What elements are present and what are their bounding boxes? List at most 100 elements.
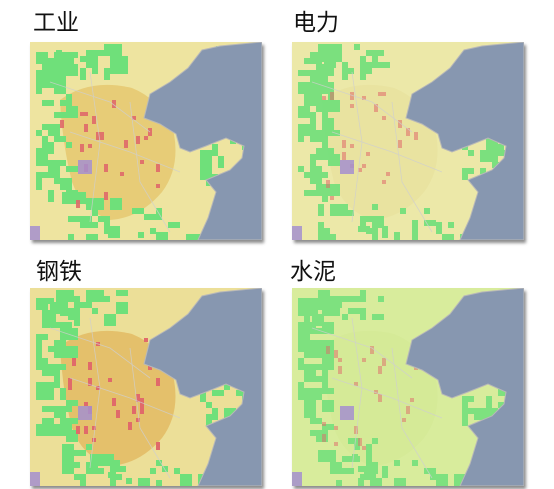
road-line <box>129 347 171 479</box>
hotspot-cell <box>76 200 80 208</box>
vegetation-cell <box>42 310 54 316</box>
vegetation-cell <box>206 402 212 408</box>
vegetation-cell <box>54 160 66 166</box>
hotspot-cell <box>406 128 410 136</box>
vegetation-cell <box>322 82 334 94</box>
vegetation-cell <box>42 364 54 376</box>
vegetation-cell <box>318 204 324 216</box>
road-line <box>89 317 101 469</box>
vegetation-cell <box>66 406 72 412</box>
vegetation-cell <box>298 298 310 304</box>
hotspot-cell <box>92 426 96 430</box>
vegetation-cell <box>36 382 48 394</box>
vegetation-cell <box>48 124 60 136</box>
vegetation-cell <box>304 352 310 358</box>
purple-patch <box>292 472 302 486</box>
vegetation-cell <box>370 478 382 486</box>
vegetation-cell <box>348 438 360 444</box>
vegetation-cell <box>168 222 180 228</box>
vegetation-cell <box>394 478 406 486</box>
vegetation-cell <box>366 216 378 222</box>
vegetation-cell <box>312 302 318 314</box>
vegetation-cell <box>462 168 468 174</box>
road-line <box>69 377 181 419</box>
sea <box>143 42 262 240</box>
hotspot-cell <box>120 172 124 176</box>
hotspot-cell <box>112 398 116 406</box>
hotspot-cell <box>92 438 96 442</box>
vegetation-cell <box>316 70 328 76</box>
vegetation-cell <box>80 480 86 486</box>
vegetation-cell <box>322 190 328 202</box>
vegetation-cell <box>378 62 390 68</box>
vegetation-cell <box>316 88 322 94</box>
hotspot-cell <box>338 366 342 374</box>
vegetation-cell <box>474 408 486 420</box>
vegetation-cell <box>138 478 150 486</box>
road-line <box>351 317 363 469</box>
hotspot-cell <box>92 116 96 124</box>
vegetation-cell <box>116 302 128 314</box>
hotspot-cell <box>322 422 326 426</box>
vegetation-cell <box>54 322 60 328</box>
vegetation-cell <box>358 478 364 486</box>
vegetation-cell <box>480 156 492 162</box>
vegetation-cell <box>316 136 322 142</box>
vegetation-cell <box>316 172 328 178</box>
vegetation-cell <box>328 184 340 196</box>
vegetation-cell <box>382 232 388 238</box>
vegetation-cell <box>42 124 48 130</box>
vegetation-cell <box>74 314 80 326</box>
vegetation-cell <box>60 394 66 400</box>
vegetation-cell <box>68 216 74 222</box>
vegetation-cell <box>92 210 98 216</box>
road-line <box>69 131 181 173</box>
vegetation-cell <box>62 56 74 68</box>
road-line <box>391 101 433 233</box>
vegetation-cell <box>66 52 78 58</box>
vegetation-cell <box>342 314 348 320</box>
hotspot-cell <box>88 378 92 386</box>
sea <box>405 42 524 240</box>
vegetation-cell <box>318 302 324 308</box>
vegetation-cell <box>74 474 86 480</box>
map-power-svg <box>292 42 524 240</box>
vegetation-cell <box>36 304 48 310</box>
vegetation-cell <box>310 136 316 142</box>
hotspot-cell <box>382 358 386 366</box>
vegetation-cell <box>206 156 212 168</box>
vegetation-cell <box>336 480 342 486</box>
vegetation-cell <box>298 394 304 400</box>
hotspot-cell <box>350 144 354 148</box>
vegetation-cell <box>54 112 66 118</box>
hotspot-cell <box>84 112 88 116</box>
vegetation-cell <box>192 234 204 240</box>
vegetation-cell <box>200 174 206 180</box>
hotspot-cell <box>80 112 84 116</box>
vegetation-cell <box>348 210 354 216</box>
vegetation-cell <box>412 228 418 240</box>
hotspot-cell <box>362 96 366 100</box>
vegetation-cell <box>304 406 316 412</box>
hotspot-cell <box>326 346 330 354</box>
hotspot-cell <box>402 418 406 422</box>
road-lines <box>49 71 181 233</box>
vegetation-cell <box>66 166 78 172</box>
vegetation-cell <box>86 234 98 240</box>
vegetation-cell <box>342 296 348 302</box>
vegetation-cell <box>150 228 156 234</box>
vegetation-cell <box>224 384 230 390</box>
vegetation-cell <box>394 232 400 240</box>
hotspot-cell <box>96 386 100 390</box>
vegetation-cell <box>336 204 348 210</box>
vegetation-cell <box>86 62 92 68</box>
vegetation-cell <box>36 346 42 358</box>
vegetation-cell <box>462 396 468 402</box>
vegetation-cell <box>310 70 316 82</box>
hotspot-cells <box>322 92 422 200</box>
vegetation-cell <box>304 376 310 382</box>
vegetation-cell <box>354 308 366 314</box>
vegetation-cell <box>298 334 310 346</box>
hotspot-cell <box>398 140 402 148</box>
vegetation-cell <box>304 130 316 136</box>
